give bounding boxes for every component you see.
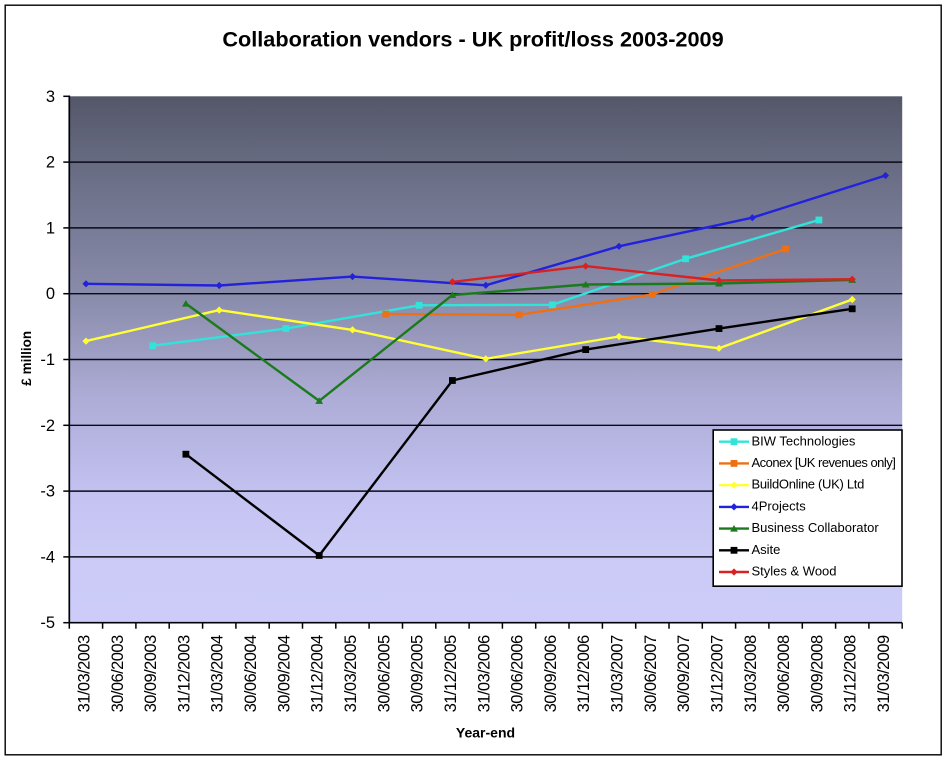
svg-text:BuildOnline (UK) Ltd: BuildOnline (UK) Ltd: [752, 477, 865, 492]
svg-text:31/03/2009: 31/03/2009: [875, 635, 893, 712]
svg-text:31/03/2003: 31/03/2003: [76, 635, 94, 712]
svg-text:Aconex [UK revenues only]: Aconex [UK revenues only]: [752, 455, 896, 470]
svg-text:30/06/2005: 30/06/2005: [375, 635, 393, 712]
svg-text:-2: -2: [40, 417, 55, 435]
svg-text:30/06/2004: 30/06/2004: [242, 635, 260, 712]
svg-text:Collaboration vendors - UK pro: Collaboration vendors - UK profit/loss 2…: [222, 26, 723, 51]
svg-text:31/12/2007: 31/12/2007: [709, 635, 727, 712]
svg-text:30/09/2004: 30/09/2004: [275, 635, 293, 712]
svg-text:31/03/2004: 31/03/2004: [209, 635, 227, 712]
svg-text:30/06/2003: 30/06/2003: [109, 635, 127, 712]
svg-text:3: 3: [46, 88, 55, 106]
svg-text:Asite: Asite: [752, 542, 781, 557]
svg-text:Business Collaborator: Business Collaborator: [752, 520, 880, 535]
svg-text:30/09/2007: 30/09/2007: [675, 635, 693, 712]
svg-text:31/12/2006: 31/12/2006: [575, 635, 593, 712]
svg-text:1: 1: [46, 219, 55, 237]
svg-text:31/12/2004: 31/12/2004: [309, 635, 327, 712]
svg-text:31/12/2005: 31/12/2005: [442, 635, 460, 712]
svg-text:2: 2: [46, 154, 55, 172]
svg-text:31/03/2005: 31/03/2005: [342, 635, 360, 712]
svg-text:31/12/2008: 31/12/2008: [842, 635, 860, 712]
svg-text:-3: -3: [40, 483, 55, 501]
svg-text:31/03/2006: 31/03/2006: [475, 635, 493, 712]
svg-text:Year-end: Year-end: [456, 725, 515, 741]
svg-text:-5: -5: [40, 614, 55, 632]
svg-text:£ million: £ million: [19, 331, 34, 386]
svg-text:30/06/2008: 30/06/2008: [775, 635, 793, 712]
svg-text:BIW Technologies: BIW Technologies: [752, 433, 856, 448]
svg-text:Styles & Wood: Styles & Wood: [752, 564, 837, 579]
svg-text:31/12/2003: 31/12/2003: [175, 635, 193, 712]
svg-text:30/06/2006: 30/06/2006: [509, 635, 527, 712]
svg-text:30/09/2005: 30/09/2005: [409, 635, 427, 712]
svg-text:30/09/2008: 30/09/2008: [808, 635, 826, 712]
svg-text:-4: -4: [40, 548, 55, 566]
svg-text:0: 0: [46, 285, 55, 303]
svg-text:-1: -1: [40, 351, 55, 369]
svg-text:30/09/2006: 30/09/2006: [542, 635, 560, 712]
svg-text:31/03/2007: 31/03/2007: [609, 635, 627, 712]
svg-text:4Projects: 4Projects: [752, 499, 807, 514]
svg-text:30/06/2007: 30/06/2007: [642, 635, 660, 712]
svg-text:30/09/2003: 30/09/2003: [142, 635, 160, 712]
svg-text:31/03/2008: 31/03/2008: [742, 635, 760, 712]
